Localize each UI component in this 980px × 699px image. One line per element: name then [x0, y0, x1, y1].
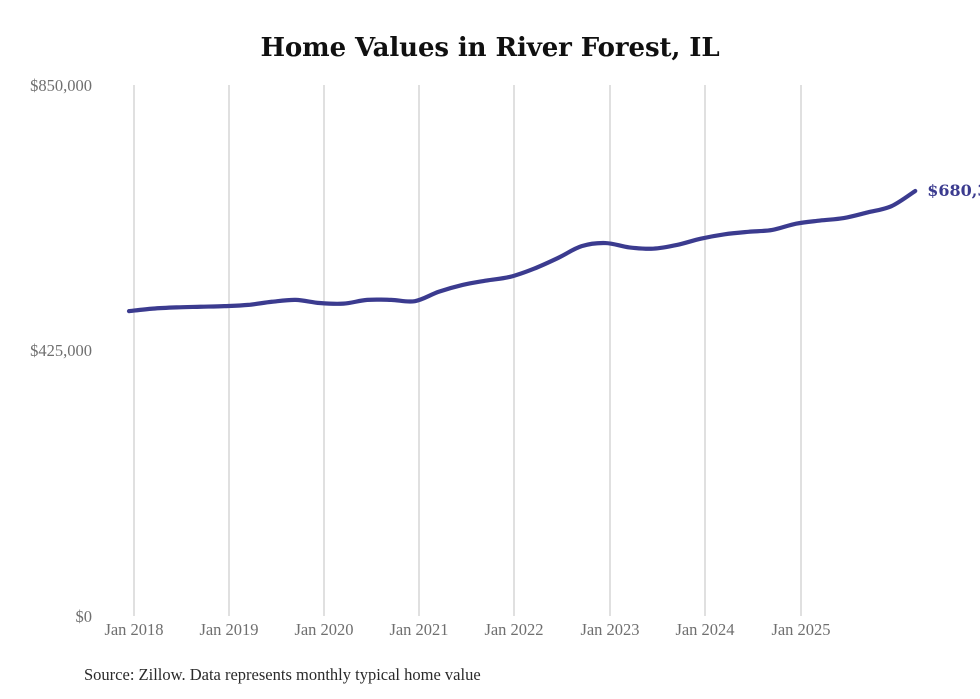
vertical-gridlines — [133, 85, 802, 616]
x-axis-tick-label-jan-2025: Jan 2025 — [771, 620, 831, 639]
x-axis-tick-label-jan-2018: Jan 2018 — [104, 620, 164, 639]
y-axis-tick-label-top: $850,000 — [30, 76, 92, 95]
chart-title: Home Values in River Forest, IL — [260, 33, 720, 63]
y-axis-tick-label-bottom: $0 — [75, 607, 93, 626]
x-axis-tick-label-jan-2020: Jan 2020 — [294, 620, 354, 639]
x-axis-tick-label-jan-2022: Jan 2022 — [484, 620, 544, 639]
y-axis-tick-label-mid: $425,000 — [30, 341, 92, 360]
end-value-annotation: $680,359 — [927, 180, 980, 200]
home-value-series-line — [126, 188, 918, 314]
x-axis-tick-label-jan-2024: Jan 2024 — [675, 620, 735, 639]
x-axis-tick-label-jan-2019: Jan 2019 — [199, 620, 259, 639]
x-axis-tick-label-jan-2021: Jan 2021 — [389, 620, 449, 639]
x-axis-tick-label-jan-2023: Jan 2023 — [580, 620, 640, 639]
source-note: Source: Zillow. Data represents monthly … — [84, 665, 481, 684]
